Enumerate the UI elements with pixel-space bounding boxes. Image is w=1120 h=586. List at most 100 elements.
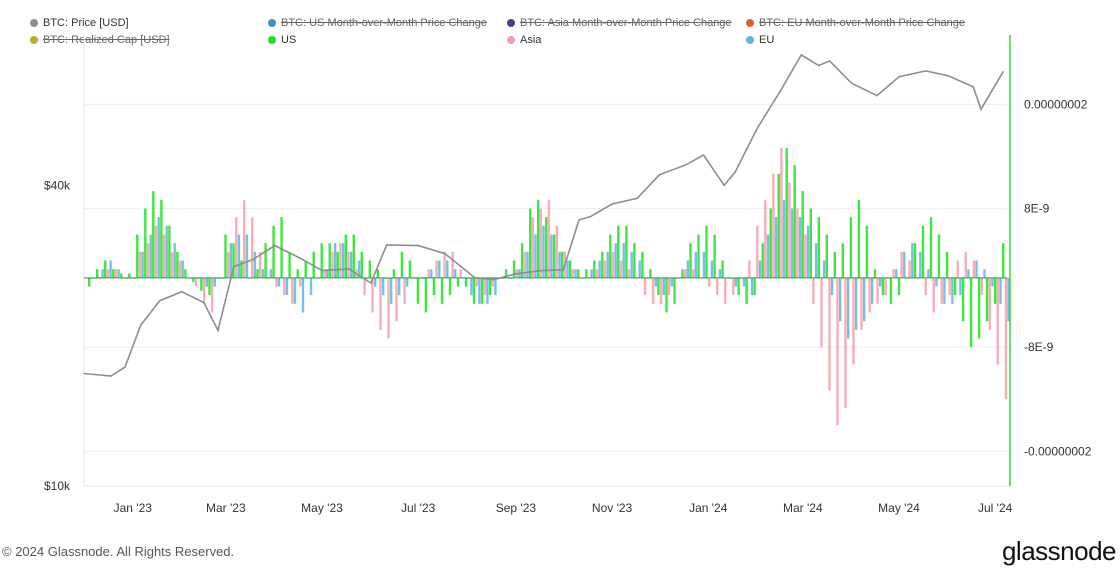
bar-eu: [558, 251, 561, 278]
bar-asia: [1004, 277, 1008, 400]
bar-us: [520, 243, 524, 278]
bar-us: [312, 251, 315, 278]
bar-us: [713, 234, 716, 278]
bar-asia: [178, 260, 182, 278]
bar-eu: [622, 243, 625, 278]
bar-asia: [283, 277, 286, 296]
bar-asia: [667, 277, 671, 296]
bar-us: [304, 260, 307, 278]
bar-eu: [590, 269, 593, 278]
price-point: [203, 301, 205, 304]
bar-asia: [371, 277, 374, 313]
bar-us: [889, 277, 893, 304]
bar-eu: [774, 217, 778, 278]
bar-us: [609, 234, 612, 278]
bar-us: [176, 251, 179, 278]
bar-us: [112, 269, 115, 278]
bar-eu: [237, 234, 241, 278]
bar-eu: [798, 217, 802, 278]
bar-us: [553, 234, 556, 278]
bar-eu: [165, 225, 168, 278]
bar-eu: [173, 243, 176, 278]
x-axis-tick-label: Jan '23: [114, 501, 153, 515]
price-line: [83, 53, 1004, 377]
bar-us: [817, 217, 820, 278]
bar-asia: [948, 277, 951, 296]
legend-dot-icon: [746, 36, 754, 44]
price-point: [562, 269, 565, 271]
bar-us: [697, 234, 700, 278]
bar-eu: [333, 243, 337, 278]
bar-eu: [406, 277, 409, 287]
x-axis-tick-label: Nov '23: [592, 501, 633, 515]
bar-asia: [659, 277, 663, 304]
bar-asia: [403, 277, 406, 304]
bar-eu: [879, 277, 882, 287]
bar-us: [833, 251, 836, 278]
price-point: [348, 268, 350, 270]
legend-item-btc-price-usd[interactable]: BTC: Price [USD]: [30, 17, 129, 29]
bar-eu: [847, 277, 850, 339]
bar-eu: [213, 277, 216, 287]
bar-asia: [379, 277, 382, 330]
price-point: [124, 366, 126, 368]
bar-eu: [782, 199, 786, 278]
bar-eu: [750, 277, 754, 296]
price-point: [972, 86, 974, 88]
legend-dot-icon: [746, 19, 754, 27]
bar-asia: [443, 251, 446, 278]
bar-us: [264, 243, 267, 278]
bar-us: [633, 243, 636, 278]
right-axis-tick-label: 8E-9: [1024, 201, 1050, 215]
bar-us: [569, 260, 572, 278]
bar-eu: [309, 277, 313, 296]
bar-us: [344, 234, 347, 278]
left-axis-tick-label: $40k: [44, 178, 71, 192]
legend-item-btc-eu-month-over-month-price-change[interactable]: BTC: EU Month-over-Month Price Change: [746, 17, 965, 29]
x-axis-tick-label: May '23: [301, 501, 343, 515]
legend-item-eu[interactable]: EU: [746, 34, 774, 46]
bar-us: [913, 243, 917, 278]
bar-us: [681, 269, 684, 278]
bar-asia: [523, 251, 526, 278]
bar-eu: [806, 225, 810, 278]
bar-asia: [924, 277, 927, 296]
bar-asia: [812, 277, 815, 304]
bar-us: [529, 208, 532, 278]
bar-asia: [435, 260, 438, 278]
legend-label: BTC: Realized Cap [USD]: [43, 34, 170, 46]
bar-eu: [494, 277, 497, 296]
bar-eu: [550, 234, 553, 278]
bar-us: [480, 277, 484, 304]
bar-us: [200, 277, 203, 291]
bar-asia: [788, 182, 791, 278]
legend-item-us[interactable]: US: [268, 34, 296, 46]
legend-item-btc-realized-cap-usd[interactable]: BTC: Realized Cap [USD]: [30, 34, 170, 46]
left-axis-tick-label: $10k: [44, 479, 71, 493]
bar-us: [472, 277, 476, 304]
bar-us: [809, 208, 812, 278]
bar-us: [921, 225, 925, 278]
right-axis-tick-label: 0.00000002: [1024, 97, 1088, 111]
bar-eu: [101, 269, 104, 278]
bar-us: [857, 199, 861, 278]
legend-item-btc-asia-month-over-month-price-change[interactable]: BTC: Asia Month-over-Month Price Change: [507, 17, 732, 29]
bar-eu: [261, 269, 265, 278]
bar-us: [825, 234, 828, 278]
bar-eu: [470, 277, 473, 296]
bar-eu: [486, 277, 489, 304]
bar-eu: [157, 217, 160, 278]
legend-item-btc-us-month-over-month-price-change[interactable]: BTC: US Month-over-Month Price Change: [268, 17, 487, 29]
bar-eu: [205, 277, 208, 287]
bar-asia: [243, 199, 246, 278]
bar-us: [769, 208, 772, 278]
bar-asia: [154, 225, 158, 278]
bar-us: [537, 199, 540, 278]
bar-us: [937, 234, 941, 278]
legend-item-asia[interactable]: Asia: [507, 34, 541, 46]
bar-eu: [566, 260, 569, 278]
legend-label: BTC: EU Month-over-Month Price Change: [759, 17, 966, 29]
bar-eu: [349, 251, 353, 278]
price-point: [515, 273, 517, 275]
bar-asia: [732, 277, 735, 296]
